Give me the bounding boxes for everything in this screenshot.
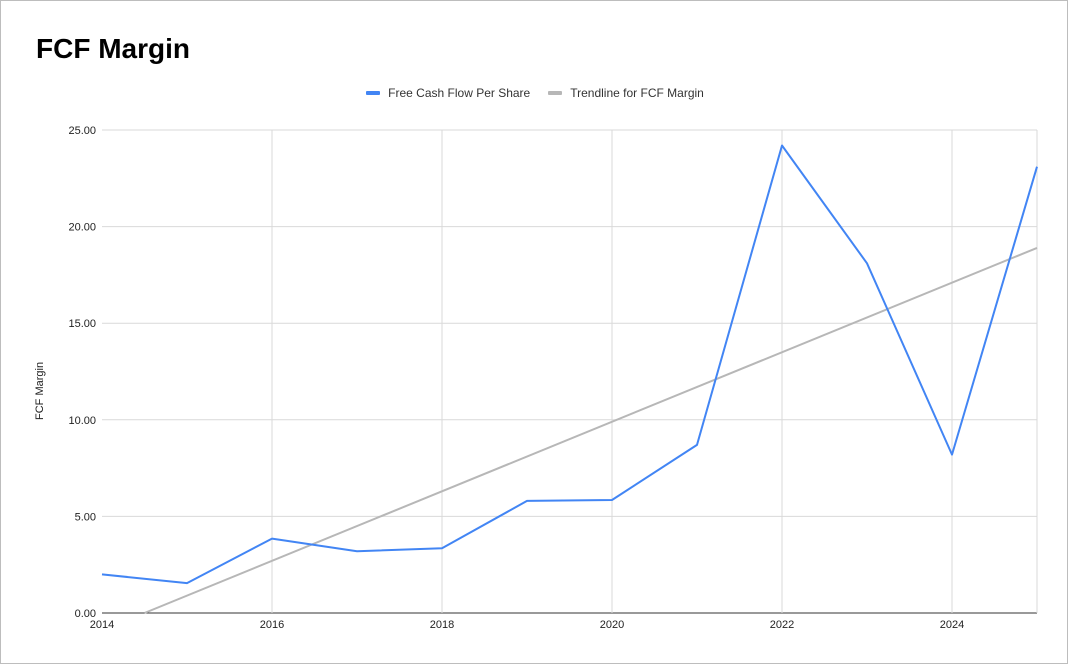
x-tick-label: 2016 [260,619,284,631]
legend-label-trendline: Trendline for FCF Margin [570,86,704,100]
y-tick-label: 25.00 [68,125,96,137]
x-tick-label: 2018 [430,619,454,631]
x-tick-label: 2022 [770,619,794,631]
series-line-fcf-per-share [101,144,1038,585]
series-line-trendline [144,246,1038,614]
legend-label-fcf: Free Cash Flow Per Share [388,86,531,100]
legend-item-fcf-per-share[interactable]: Free Cash Flow Per Share [366,86,530,100]
legend-swatch-fcf [366,91,381,95]
y-tick-label: 15.00 [68,318,96,330]
y-tick-label: 20.00 [68,222,96,234]
y-tick-label: 10.00 [68,415,96,427]
legend-swatch-trendline [548,91,563,95]
y-tick-label: 0.00 [75,608,96,620]
chart-legend: Free Cash Flow Per Share Trendline for F… [0,86,1070,100]
x-tick-label: 2024 [940,619,964,631]
chart-title: FCF Margin [36,33,190,64]
y-tick-label: 5.00 [75,511,96,523]
x-tick-label: 2020 [600,619,624,631]
x-tick-label: 2014 [90,619,114,631]
legend-item-trendline[interactable]: Trendline for FCF Margin [548,86,704,100]
